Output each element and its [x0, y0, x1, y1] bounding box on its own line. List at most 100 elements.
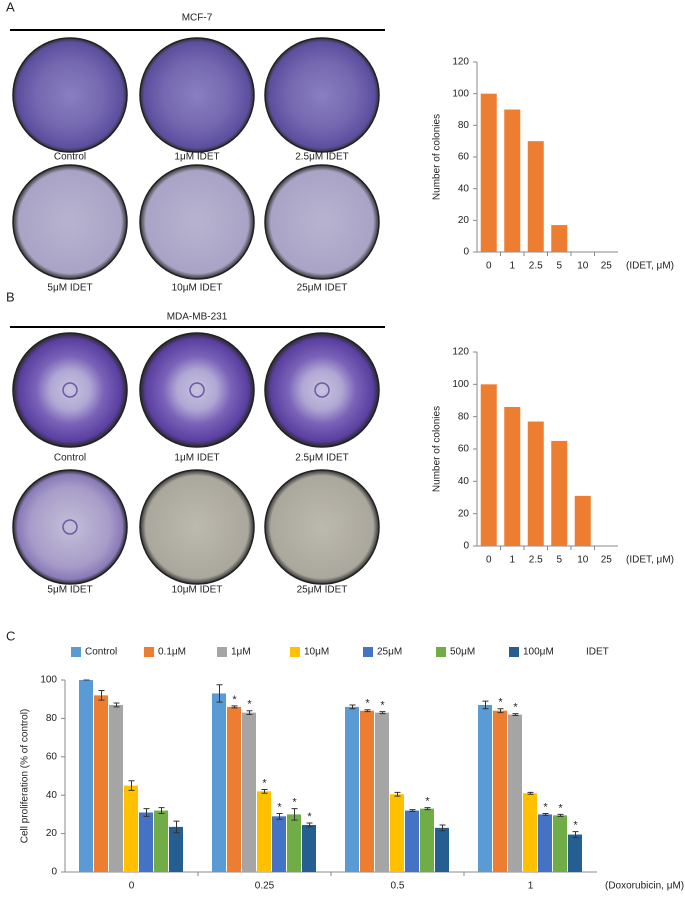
x-tick-label: 0.5 — [391, 881, 405, 892]
error-bar — [439, 824, 446, 832]
y-tick-label: 80 — [46, 713, 58, 724]
x-tick-label: 0.25 — [255, 881, 275, 892]
y-tick-label: 0 — [463, 541, 469, 552]
dish-center — [62, 519, 78, 535]
x-tick-label: 5 — [556, 261, 562, 272]
bar — [154, 810, 168, 872]
significance-mark: * — [277, 801, 282, 813]
y-axis-label: Number of colonies — [432, 114, 443, 200]
significance-mark: * — [425, 796, 430, 808]
y-tick-label: 80 — [458, 120, 470, 131]
error-bar — [306, 822, 313, 828]
legend-label: 0.1μM — [158, 647, 186, 658]
bar — [227, 706, 241, 872]
x-tick-label: 0 — [129, 881, 135, 892]
error-bar — [291, 808, 298, 821]
legend-swatch — [363, 647, 373, 657]
x-tick-label: 2.5 — [529, 261, 543, 272]
y-tick-label: 80 — [458, 411, 470, 422]
x-tick-label: 0 — [486, 555, 492, 566]
y-tick-label: 40 — [46, 790, 58, 801]
error-bar — [158, 807, 165, 814]
error-bar — [364, 709, 371, 713]
error-bar — [349, 704, 356, 710]
bar — [287, 814, 301, 872]
y-tick-label: 60 — [46, 751, 58, 762]
bar — [79, 680, 93, 872]
legend-label: 50μM — [450, 647, 475, 658]
y-tick-label: 120 — [452, 57, 469, 68]
bar — [478, 704, 492, 872]
y-tick-label: 120 — [452, 347, 469, 358]
error-bar — [557, 813, 564, 817]
dish — [12, 469, 128, 585]
error-bar — [542, 812, 549, 816]
dish — [264, 469, 380, 585]
legend-note: IDET — [586, 647, 609, 658]
error-bar — [512, 713, 519, 717]
panel-title: MCF-7 — [182, 13, 213, 24]
panel-letter: A — [6, 0, 15, 14]
significance-mark: * — [380, 700, 385, 712]
bar — [508, 714, 522, 872]
x-axis-label: (IDET, μM) — [626, 555, 674, 566]
bar — [568, 834, 582, 872]
significance-mark: * — [365, 698, 370, 710]
error-bar — [231, 705, 238, 709]
x-tick-label: 1 — [509, 555, 515, 566]
bar — [553, 815, 567, 872]
y-tick-label: 60 — [458, 444, 470, 455]
bar — [551, 440, 568, 546]
bar — [302, 824, 316, 872]
bar — [272, 816, 286, 872]
bar — [504, 109, 521, 252]
legend-label: 1μM — [231, 647, 251, 658]
dish-label: Control — [54, 152, 86, 163]
dish — [264, 332, 380, 448]
significance-mark: * — [247, 699, 252, 711]
x-tick-label: 5 — [556, 555, 562, 566]
error-bar — [276, 812, 283, 820]
bar — [480, 93, 497, 253]
dish-label: 10μM IDET — [172, 283, 223, 294]
x-axis-label: (IDET, μM) — [626, 261, 674, 272]
y-tick-label: 40 — [458, 476, 470, 487]
bar — [574, 495, 591, 546]
x-tick-label: 1 — [509, 261, 515, 272]
y-tick-label: 100 — [452, 88, 469, 99]
dish-label: 10μM IDET — [172, 585, 223, 596]
bar — [551, 225, 568, 252]
x-tick-label: 10 — [577, 261, 589, 272]
dish-label: 5μM IDET — [47, 283, 92, 294]
legend-swatch — [217, 647, 227, 657]
bar — [124, 785, 138, 872]
dish-center — [62, 382, 78, 398]
error-bar — [173, 820, 180, 834]
error-bar — [261, 788, 268, 794]
y-tick-label: 0 — [463, 247, 469, 258]
y-tick-label: 20 — [458, 215, 470, 226]
bar — [435, 827, 449, 872]
significance-mark: * — [262, 777, 267, 789]
bar — [169, 826, 183, 872]
legend-swatch — [509, 647, 519, 657]
error-bar — [527, 791, 534, 795]
bar — [109, 704, 123, 872]
error-bar — [379, 711, 386, 715]
bar — [504, 406, 521, 546]
legend-swatch — [71, 647, 81, 657]
bar — [527, 421, 544, 546]
bar — [538, 814, 552, 872]
significance-mark: * — [232, 694, 237, 706]
dish — [12, 164, 128, 280]
significance-mark: * — [307, 811, 312, 823]
dish-center — [189, 382, 205, 398]
legend-label: 10μM — [304, 647, 329, 658]
dish-label: 2.5μM IDET — [295, 453, 349, 464]
dish-center — [314, 382, 330, 398]
panel-letter: B — [6, 289, 15, 304]
bar — [375, 712, 389, 872]
legend-swatch — [436, 647, 446, 657]
significance-mark: * — [498, 697, 503, 709]
